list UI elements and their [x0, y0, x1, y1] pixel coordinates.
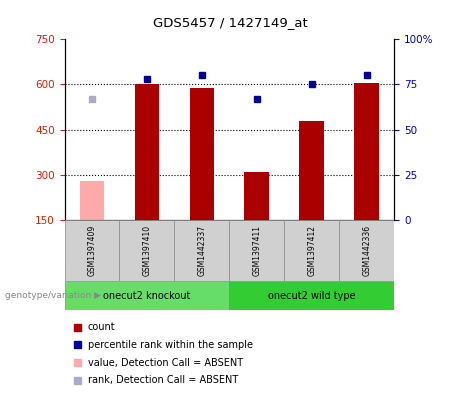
- Text: onecut2 wild type: onecut2 wild type: [268, 291, 355, 301]
- Text: GSM1397411: GSM1397411: [252, 225, 261, 276]
- Text: percentile rank within the sample: percentile rank within the sample: [88, 340, 253, 350]
- Bar: [339, 220, 394, 281]
- Bar: [135, 84, 160, 220]
- Bar: [355, 83, 379, 220]
- Text: GSM1397410: GSM1397410: [142, 225, 152, 276]
- Text: rank, Detection Call = ABSENT: rank, Detection Call = ABSENT: [88, 375, 238, 385]
- Bar: [119, 220, 174, 281]
- Text: GSM1397412: GSM1397412: [307, 225, 316, 276]
- Bar: [229, 281, 394, 310]
- Text: GSM1397409: GSM1397409: [88, 225, 96, 276]
- Bar: [284, 220, 339, 281]
- Text: GDS5457 / 1427149_at: GDS5457 / 1427149_at: [153, 16, 308, 29]
- Text: count: count: [88, 322, 115, 332]
- Bar: [244, 172, 269, 220]
- Text: value, Detection Call = ABSENT: value, Detection Call = ABSENT: [88, 358, 243, 367]
- Bar: [174, 220, 229, 281]
- Text: GSM1442336: GSM1442336: [362, 225, 371, 276]
- Bar: [80, 181, 104, 220]
- Bar: [299, 121, 324, 220]
- Bar: [229, 220, 284, 281]
- Text: genotype/variation ▶: genotype/variation ▶: [5, 291, 100, 300]
- Text: onecut2 knockout: onecut2 knockout: [103, 291, 191, 301]
- Bar: [65, 220, 119, 281]
- Bar: [65, 281, 229, 310]
- Text: GSM1442337: GSM1442337: [197, 225, 207, 276]
- Bar: [189, 88, 214, 220]
